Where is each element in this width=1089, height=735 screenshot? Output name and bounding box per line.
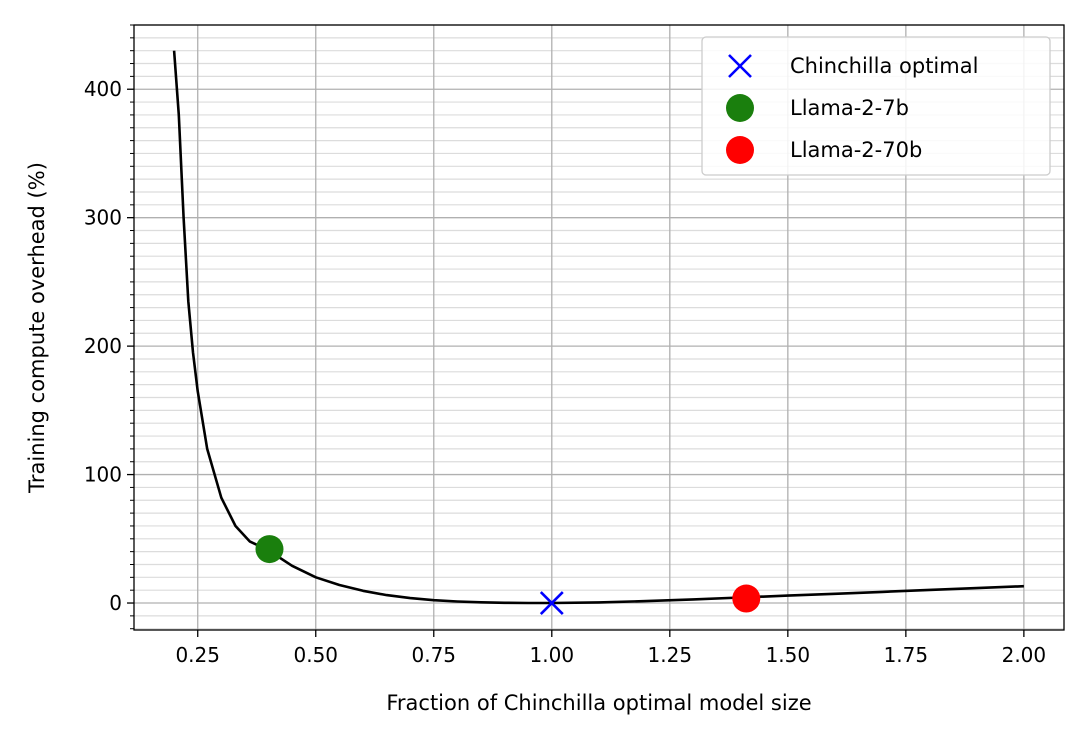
major-gridlines <box>134 25 1064 630</box>
y-tick-label: 200 <box>84 334 122 358</box>
x-tick-label: 1.50 <box>766 643 811 667</box>
legend-label: Chinchilla optimal <box>790 54 978 78</box>
y-tick-label: 0 <box>109 591 122 615</box>
points-layer <box>255 535 761 615</box>
x-marker-stroke <box>539 591 564 615</box>
plot-frame <box>133 24 1065 631</box>
y-tick-label: 300 <box>84 206 122 230</box>
x-tick-label: 0.50 <box>293 643 338 667</box>
point-chinchilla-optimal <box>539 591 564 615</box>
curve-layer <box>172 50 1024 605</box>
x-axis-label: Fraction of Chinchilla optimal model siz… <box>386 691 811 715</box>
x-tick-label: 0.25 <box>175 643 220 667</box>
point-llama-2-70b <box>732 584 761 613</box>
x-tick-label: 1.75 <box>884 643 929 667</box>
overhead-curve <box>172 50 1024 605</box>
legend-marker-x <box>728 54 752 78</box>
legend-marker-circle <box>726 136 754 164</box>
y-axis-label: Training compute overhead (%) <box>25 162 49 494</box>
x-tick-label: 2.00 <box>1002 643 1047 667</box>
legend-box <box>701 36 1051 176</box>
legend-label: Llama-2-7b <box>790 96 909 120</box>
y-tick-label: 100 <box>84 463 122 487</box>
x-tick-label: 0.75 <box>412 643 457 667</box>
point-llama-2-7b <box>255 535 284 564</box>
y-tick-label: 400 <box>84 77 122 101</box>
legend-label: Llama-2-70b <box>790 138 922 162</box>
legend-marker-circle <box>726 94 754 122</box>
x-tick-label: 1.00 <box>530 643 575 667</box>
legend: Chinchilla optimal Llama-2-7b Llama-2-70b <box>701 36 1051 176</box>
x-tick-label: 1.25 <box>648 643 693 667</box>
ticks-layer: 0.25 0.50 0.75 1.00 1.25 1.50 1.75 2.00 0 100 200 3… <box>84 24 1047 667</box>
